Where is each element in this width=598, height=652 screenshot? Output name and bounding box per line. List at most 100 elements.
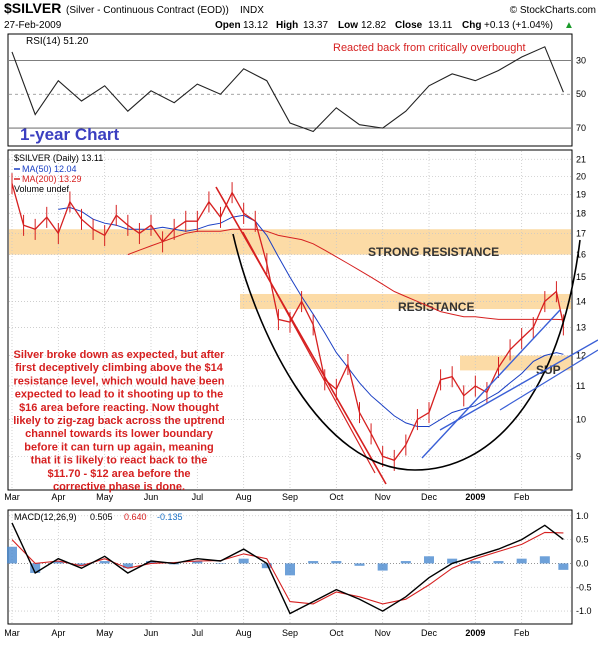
- macd-hist-bar: [470, 561, 480, 563]
- commentary-line: expected to lead to it shooting up to th…: [15, 389, 223, 401]
- macd-hist-bar: [540, 556, 550, 563]
- macd-legend-signal: 0.640: [124, 512, 147, 522]
- commentary-line: before it can turn up again, meaning: [24, 441, 213, 453]
- macd-legend-hist: -0.135: [157, 512, 183, 522]
- open-label: Open: [215, 20, 241, 31]
- price-tick-label: 21: [576, 154, 586, 164]
- month-label: Apr: [51, 492, 65, 502]
- price-tick-label: 18: [576, 208, 586, 218]
- macd-hist-bar: [517, 559, 527, 564]
- header-date: 27-Feb-2009: [4, 20, 62, 31]
- close-value: 13.11: [428, 20, 453, 31]
- macd-hist-bar: [401, 561, 411, 563]
- commentary-line: likely to zig-zag back across the uptren…: [13, 415, 225, 427]
- commentary-line: that it is likely to react back to the: [31, 455, 208, 467]
- commentary-line: $16 area before reacting. Now thought: [19, 402, 219, 414]
- price-tick-label: 14: [576, 296, 586, 306]
- legend-volume: Volume undef: [14, 184, 70, 194]
- low-value: 12.82: [361, 20, 386, 31]
- rsi-legend: RSI(14) 51.20: [26, 36, 89, 47]
- header-description: (Silver - Continuous Contract (EOD)): [66, 5, 229, 16]
- price-tick-label: 13: [576, 322, 586, 332]
- rsi-annotation: Reacted back from critically overbought: [333, 42, 526, 54]
- month-label: Jul: [192, 628, 204, 638]
- macd-tick-label: -1.0: [576, 606, 592, 616]
- commentary-line: resistance level, which would have been: [14, 375, 225, 387]
- rsi-tick-label: 50: [576, 89, 586, 99]
- macd-hist-bar: [558, 563, 568, 569]
- month-label: Dec: [421, 492, 438, 502]
- month-label: Dec: [421, 628, 438, 638]
- macd-legend-label: MACD(12,26,9): [14, 512, 77, 522]
- price-tick-label: 9: [576, 451, 581, 461]
- month-label: Feb: [514, 492, 530, 502]
- macd-hist-bar: [239, 559, 249, 564]
- macd-tick-label: 1.0: [576, 511, 589, 521]
- month-label: Nov: [375, 492, 392, 502]
- macd-hist-bar: [355, 563, 365, 565]
- legend-ma50: MA(50) 12.04: [22, 164, 77, 174]
- price-tick-label: 15: [576, 272, 586, 282]
- band-strong-resistance-label: STRONG RESISTANCE: [368, 245, 499, 259]
- month-label: Oct: [329, 492, 344, 502]
- commentary-line: first deceptively climbing above the $14: [15, 362, 224, 374]
- month-label: 2009: [465, 492, 485, 502]
- chg-value: +0.13 (+1.04%): [484, 20, 553, 31]
- price-tick-label: 17: [576, 228, 586, 238]
- month-label: Sep: [282, 628, 298, 638]
- month-label: Aug: [236, 628, 252, 638]
- commentary-line: corrective phase is done.: [53, 481, 185, 493]
- macd-hist-bar: [100, 561, 110, 563]
- macd-hist-bar: [378, 563, 388, 570]
- high-label: High: [276, 20, 298, 31]
- rsi-tick-label: 30: [576, 55, 586, 65]
- low-label: Low: [338, 20, 358, 31]
- macd-hist-bar: [308, 561, 318, 563]
- header-source: © StockCharts.com: [510, 5, 596, 16]
- band-resistance-label: RESISTANCE: [398, 300, 474, 314]
- price-tick-label: 20: [576, 171, 586, 181]
- rsi-tick-label: 70: [576, 123, 586, 133]
- chg-label: Chg: [462, 20, 481, 31]
- header-symbol: $SILVER: [4, 0, 61, 16]
- macd-axis: -1.0 -0.5 0.0 0.5 1.0: [576, 511, 592, 616]
- macd-hist-bar: [7, 547, 17, 564]
- month-label: Sep: [282, 492, 298, 502]
- legend-ma200: MA(200) 13.29: [22, 174, 82, 184]
- month-label: Jun: [144, 628, 159, 638]
- legend-price: $SILVER (Daily) 13.11: [14, 153, 103, 163]
- commentary-line: $11.70 - $12 area before the: [47, 468, 190, 480]
- price-tick-label: 19: [576, 189, 586, 199]
- rsi-axis: 70 50 30: [576, 55, 586, 133]
- month-label: Mar: [4, 492, 20, 502]
- macd-tick-label: 0.5: [576, 535, 589, 545]
- macd-tick-label: -0.5: [576, 582, 592, 592]
- month-label: Mar: [4, 628, 20, 638]
- month-label: Nov: [375, 628, 392, 638]
- macd-hist-bar: [331, 561, 341, 563]
- header-exchange: INDX: [240, 5, 264, 16]
- month-label: Aug: [236, 492, 252, 502]
- ohlc-readout: Open 13.12 High 13.37 Low 12.82 Close 13…: [215, 20, 574, 31]
- month-label: 2009: [465, 628, 485, 638]
- price-tick-label: 11: [576, 381, 585, 391]
- macd-legend: MACD(12,26,9) 0.505 0.640 -0.135: [14, 512, 183, 522]
- month-label: Feb: [514, 628, 530, 638]
- chg-arrow-icon: ▲: [564, 20, 574, 31]
- month-label: Jun: [144, 492, 159, 502]
- commentary-line: Silver broke down as expected, but after: [14, 349, 226, 361]
- month-label: Oct: [329, 628, 344, 638]
- macd-legend-macd: 0.505: [90, 512, 113, 522]
- commentary-line: channel towards its lower boundary: [25, 428, 214, 440]
- close-label: Close: [395, 20, 423, 31]
- high-value: 13.37: [303, 20, 328, 31]
- open-value: 13.12: [243, 20, 268, 31]
- macd-hist-bar: [424, 556, 434, 563]
- macd-hist-bar: [494, 561, 504, 563]
- macd-tick-label: 0.0: [576, 558, 589, 568]
